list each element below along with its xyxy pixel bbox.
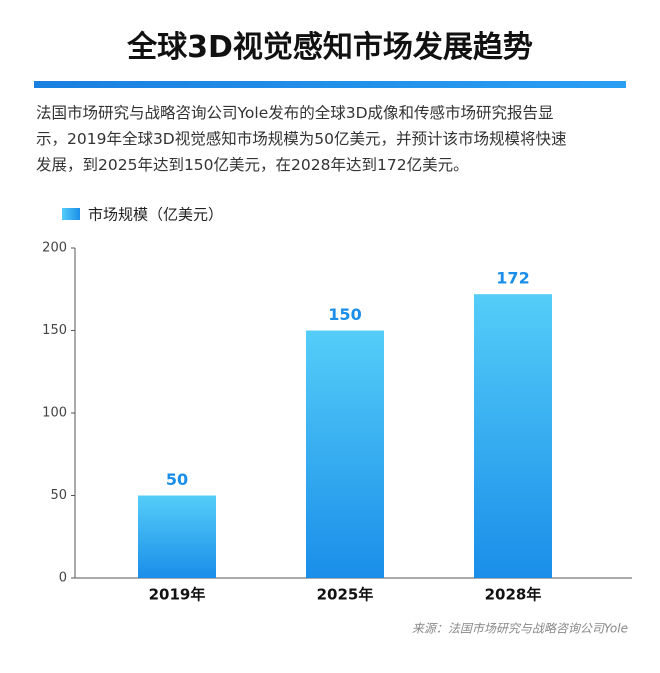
title: 全球3D视觉感知市场发展趋势: [127, 30, 533, 65]
bar: [306, 330, 384, 578]
description-line: 法国市场研究与战略咨询公司Yole发布的全球3D成像和传感市场研究报告显: [36, 104, 554, 122]
y-tick-label: 200: [42, 241, 67, 256]
description-line: 示，2019年全球3D视觉感知市场规模为50亿美元，并预计该市场规模将快速: [36, 130, 567, 148]
bar: [474, 294, 552, 578]
legend-label: 市场规模（亿美元）: [88, 206, 223, 224]
bar: [138, 495, 216, 578]
legend-swatch: [62, 208, 80, 220]
y-tick-label: 100: [42, 406, 67, 421]
y-tick-label: 0: [59, 571, 67, 586]
x-tick-label: 2028年: [485, 586, 542, 604]
value-label: 150: [328, 305, 361, 324]
description: 法国市场研究与战略咨询公司Yole发布的全球3D成像和传感市场研究报告显 示，2…: [36, 100, 636, 178]
x-tick-label: 2025年: [317, 586, 374, 604]
value-label: 172: [496, 269, 529, 288]
value-label: 50: [166, 470, 188, 489]
source: 来源：法国市场研究与战略咨询公司Yole: [412, 622, 628, 636]
title-rule: [34, 81, 626, 88]
x-tick-label: 2019年: [149, 586, 206, 604]
y-tick-label: 50: [50, 488, 67, 503]
description-line: 发展，到2025年达到150亿美元，在2028年达到172亿美元。: [36, 156, 469, 174]
y-tick-label: 150: [42, 323, 67, 338]
